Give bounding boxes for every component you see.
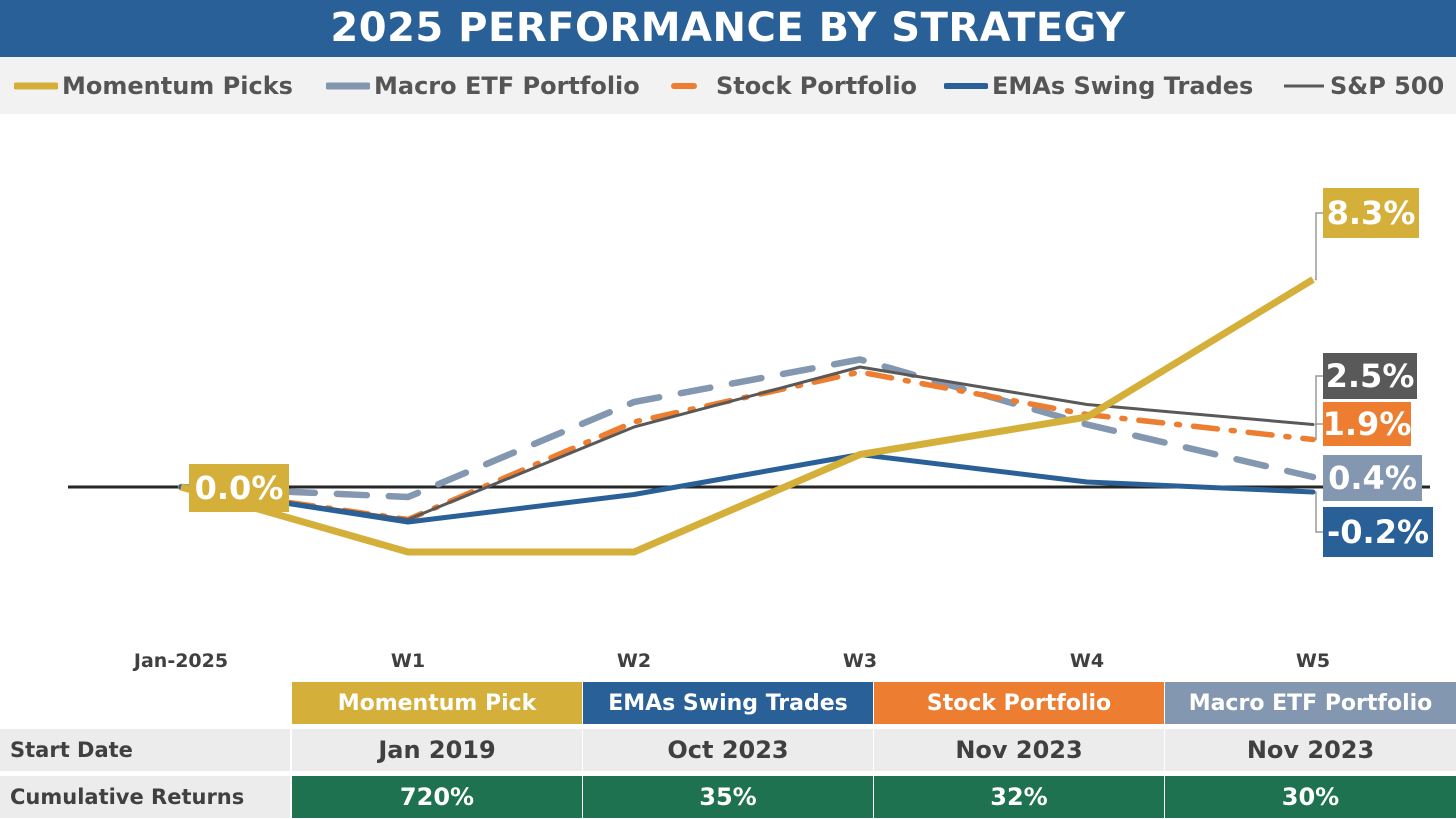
- legend-label-macro-etf: Macro ETF Portfolio: [374, 71, 640, 100]
- legend-swatch-sp500: [1284, 84, 1324, 87]
- chart-title: 2025 PERFORMANCE BY STRATEGY: [0, 0, 1456, 57]
- point-momentum-picks-w5: [1312, 279, 1314, 280]
- start-date-macro: Nov 2023: [1165, 729, 1456, 771]
- series-momentum-picks: [180, 276, 1315, 556]
- returns-stock: 32%: [874, 776, 1164, 818]
- end-label-emas-swing-trades: -0.2%: [1323, 507, 1433, 557]
- legend-item-emas-swing: EMAs Swing Trades: [944, 57, 1253, 114]
- leader-emas-swing-trades: [1315, 491, 1323, 533]
- end-label-momentum-picks: 8.3%: [1323, 188, 1419, 238]
- legend-item-sp500: S&P 500: [1282, 57, 1444, 114]
- svg-text:0.0%: 0.0%: [195, 469, 284, 507]
- x-tick-jan-2025: Jan-2025: [132, 650, 228, 672]
- svg-text:-0.2%: -0.2%: [1327, 513, 1429, 551]
- row-label-start-date: Start Date: [0, 729, 290, 771]
- legend-label-sp500: S&P 500: [1330, 71, 1445, 100]
- label-layer: 0.0% 8.3% 2.5% 1.9% 0.4% -0.2%: [189, 188, 1433, 557]
- point-stock-portfolio-w3: [859, 371, 861, 373]
- point-momentum-picks-w3: [859, 454, 861, 455]
- svg-text:8.3%: 8.3%: [1327, 194, 1416, 232]
- series-line-emas-swing-trades: [178, 452, 1316, 525]
- point-emas-swing-trades-w5: [1312, 491, 1314, 493]
- line-chart: 0.0% 8.3% 2.5% 1.9% 0.4% -0.2% Jan-2025 W1 W2 W3…: [68, 188, 1433, 672]
- point-momentum-picks-w4: [1086, 416, 1088, 418]
- start-date-emas: Oct 2023: [583, 729, 873, 771]
- x-tick-w1: W1: [391, 650, 425, 672]
- x-tick-w4: W4: [1070, 650, 1104, 672]
- legend-swatch-momentum-picks: [14, 82, 58, 89]
- point-s-p-500-w4: [1086, 404, 1088, 405]
- legend-swatch-emas-swing: [944, 82, 988, 89]
- point-emas-swing-trades-w2: [633, 494, 635, 495]
- table-header-macro-etf: Macro ETF Portfolio: [1165, 682, 1456, 724]
- legend-item-stock-portfolio: Stock Portfolio: [668, 57, 917, 114]
- svg-text:1.9%: 1.9%: [1323, 405, 1412, 443]
- point-s-p-500-w3: [859, 366, 861, 368]
- series-macro-etf-portfolio: [177, 356, 1317, 501]
- point-s-p-500-w5: [1312, 424, 1314, 425]
- legend: Momentum Picks Macro ETF Portfolio Stock…: [0, 57, 1456, 114]
- start-label: 0.0%: [189, 464, 289, 512]
- series-line-macro-etf-portfolio: [177, 356, 1317, 501]
- start-date-momentum: Jan 2019: [292, 729, 582, 771]
- legend-item-momentum-picks: Momentum Picks: [14, 57, 293, 114]
- legend-swatch-macro-etf: [326, 82, 370, 89]
- leader-momentum-picks: [1315, 212, 1323, 281]
- end-label-macro-etf-portfolio: 0.4%: [1323, 455, 1422, 501]
- row-label-cumulative-returns: Cumulative Returns: [0, 776, 290, 818]
- point-emas-swing-trades-w1: [407, 521, 409, 523]
- point-macro-etf-portfolio-w1: [407, 496, 409, 498]
- point-momentum-picks-w1: [407, 551, 409, 553]
- start-date-stock: Nov 2023: [874, 729, 1164, 771]
- returns-emas: 35%: [583, 776, 873, 818]
- leader-stock-portfolio: [1315, 423, 1323, 441]
- table-header-stock-portfolio: Stock Portfolio: [874, 682, 1164, 724]
- table-header-momentum-pick: Momentum Pick: [292, 682, 582, 724]
- legend-swatch-stock-portfolio: [671, 82, 697, 89]
- returns-macro: 30%: [1165, 776, 1456, 818]
- x-tick-w3: W3: [843, 650, 877, 672]
- point-momentum-picks-w2: [633, 551, 635, 553]
- summary-table: Momentum Pick EMAs Swing Trades Stock Po…: [0, 682, 1456, 819]
- point-momentum-picks-jan-2025: [180, 486, 182, 488]
- returns-momentum: 720%: [292, 776, 582, 818]
- svg-text:2.5%: 2.5%: [1326, 357, 1415, 395]
- legend-label-emas-swing: EMAs Swing Trades: [992, 71, 1254, 100]
- svg-text:0.4%: 0.4%: [1328, 459, 1417, 497]
- point-macro-etf-portfolio-w5: [1312, 476, 1314, 478]
- end-label-stock-portfolio: 1.9%: [1323, 402, 1412, 446]
- legend-label-stock-portfolio: Stock Portfolio: [716, 71, 918, 100]
- point-macro-etf-portfolio-w3: [859, 359, 861, 360]
- legend-label-momentum-picks: Momentum Picks: [62, 71, 293, 100]
- legend-item-macro-etf: Macro ETF Portfolio: [326, 57, 640, 114]
- point-stock-portfolio-w5: [1312, 439, 1314, 440]
- point-s-p-500-w2: [633, 426, 635, 428]
- x-tick-w2: W2: [617, 650, 651, 672]
- end-label-s-p-500: 2.5%: [1323, 353, 1417, 399]
- series-stock-portfolio: [178, 369, 1316, 523]
- table-header-emas-swing: EMAs Swing Trades: [583, 682, 873, 724]
- point-emas-swing-trades-w4: [1086, 481, 1088, 483]
- series-layer: [177, 276, 1317, 556]
- x-axis-ticks: Jan-2025 W1 W2 W3 W4 W5: [132, 650, 1330, 672]
- series-line-momentum-picks: [180, 276, 1315, 556]
- point-macro-etf-portfolio-w2: [633, 401, 635, 403]
- x-tick-w5: W5: [1296, 650, 1330, 672]
- point-macro-etf-portfolio-w4: [1086, 424, 1088, 425]
- point-stock-portfolio-w2: [633, 421, 635, 423]
